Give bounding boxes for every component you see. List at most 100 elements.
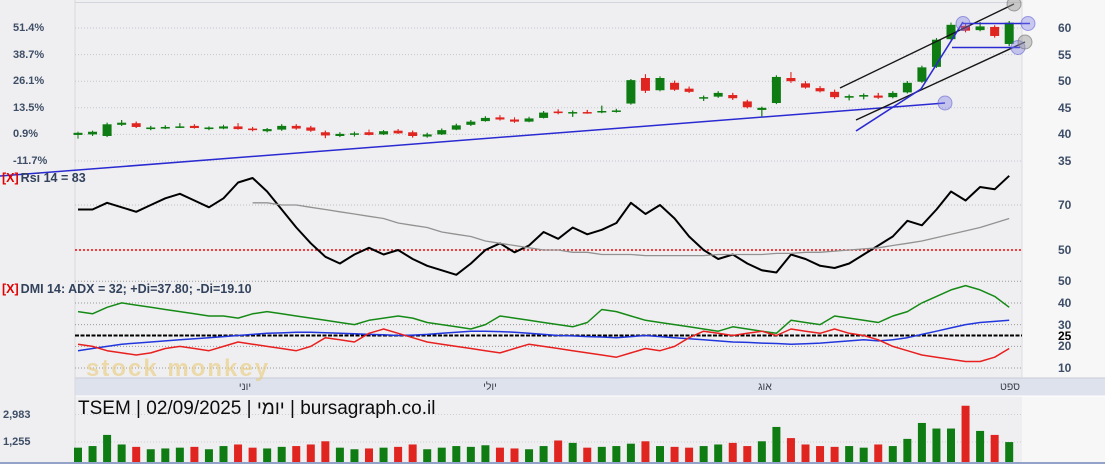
volume-bar — [670, 446, 679, 462]
volume-bar — [263, 448, 272, 462]
volume-bar — [830, 446, 839, 462]
axis-tick-label: 50 — [1058, 274, 1072, 289]
drawing-handle-gray[interactable] — [1006, 0, 1022, 12]
watermark: stock monkey — [86, 355, 271, 382]
drawing-handle-blue[interactable] — [1020, 16, 1036, 31]
axis-tick-label: 20 — [1058, 339, 1072, 354]
axis-tick-label: 50 — [1058, 243, 1072, 257]
axis-tick-label: 51.4% — [13, 22, 45, 34]
volume-bar — [554, 440, 563, 462]
volume-bar — [597, 446, 606, 462]
volume-bars — [74, 405, 1014, 462]
axis-tick-label: 40 — [1058, 295, 1072, 310]
channel-upper-drawing[interactable] — [839, 3, 1015, 89]
volume-bar — [161, 448, 170, 462]
volume-bar — [816, 446, 825, 462]
axis-tick-label: 25 — [1058, 328, 1072, 343]
rsi_ma-line — [252, 202, 1010, 257]
volume-bar — [990, 434, 999, 462]
volume-bar — [365, 448, 373, 462]
volume-bar — [234, 444, 243, 462]
dmi--Di-line — [77, 328, 1010, 363]
month-strip — [75, 378, 1105, 396]
rsi-label-text: Rsi 14 = 83 — [20, 171, 86, 185]
volume-bar — [495, 447, 504, 462]
volume-bar — [583, 447, 592, 462]
axis-tick-label: 10 — [1058, 361, 1072, 376]
bottom-border — [0, 462, 1105, 464]
volume-bar — [394, 446, 403, 462]
volume-bar — [292, 446, 301, 462]
drawing-handle-blue[interactable] — [955, 16, 971, 31]
volume-bar — [277, 446, 286, 462]
volume-bar — [539, 446, 548, 462]
volume-bar — [379, 447, 388, 462]
dmi-close-button[interactable]: [X] — [2, 282, 19, 296]
month-label: יוני — [238, 381, 252, 393]
volume-bar — [685, 447, 694, 462]
rsi-close-button[interactable]: [X] — [2, 171, 19, 185]
volume-bar — [175, 447, 184, 462]
volume-bar — [481, 445, 490, 462]
axis-tick-label: 40 — [1058, 127, 1072, 142]
volume-bar — [117, 444, 126, 462]
rsi-line — [78, 175, 1010, 276]
drawing-handle-gray[interactable] — [1017, 34, 1033, 50]
month-label: אוג — [758, 381, 772, 393]
axis-tick-label: 50 — [1058, 74, 1072, 89]
volume-bar — [612, 446, 621, 462]
month-label: יולי — [483, 381, 497, 393]
volume-bar — [452, 446, 461, 462]
volume-bar — [961, 405, 970, 462]
volume-bar — [204, 449, 213, 462]
volume-bar — [801, 444, 810, 462]
volume-bar — [423, 449, 432, 462]
month-label: ספט — [999, 381, 1021, 393]
volume-bar — [350, 449, 359, 462]
volume-bar — [248, 447, 257, 462]
volume-bar — [88, 446, 97, 462]
axis-tick-label: 1,255 — [3, 436, 31, 448]
axis-tick-label: 0.9% — [13, 128, 39, 141]
trendline-drawing[interactable] — [0, 102, 946, 177]
dmi-ADX-line — [77, 319, 1010, 352]
volume-bar — [743, 446, 752, 462]
volume-bar — [321, 441, 330, 462]
volume-bar — [335, 447, 344, 462]
axis-tick-label: 26.1% — [13, 75, 45, 88]
volume-bar — [903, 438, 912, 462]
volume-bar — [219, 446, 228, 462]
axis-tick-label: 30 — [1058, 317, 1072, 332]
axis-tick-label: -11.7% — [13, 155, 48, 167]
volume-bar — [932, 428, 941, 462]
axis-tick-label: 13.5% — [13, 101, 45, 114]
volume-bar — [714, 444, 723, 462]
volume-bar — [888, 446, 897, 462]
volume-bar — [917, 422, 926, 462]
volume-bar — [859, 447, 868, 462]
axis-tick-label: 2,983 — [3, 408, 31, 421]
axis-tick-label: 35 — [1058, 154, 1072, 168]
volume-bar — [103, 434, 112, 462]
chart-title: TSEM | 02/09/2025 | יומי | bursagraph.co… — [78, 398, 436, 419]
dmi-indicator-label: [X] DMI 14: ADX = 32; +Di=37.80; -Di=19.1… — [2, 282, 252, 296]
zigzag-drawing — [855, 21, 964, 132]
volume-bar — [874, 444, 883, 462]
dmi-+Di-line — [77, 284, 1010, 335]
channel-lower-drawing[interactable] — [855, 41, 1026, 121]
volume-bar — [466, 446, 475, 462]
volume-bar — [976, 430, 985, 462]
drawing-handle-blue[interactable] — [937, 95, 953, 111]
right-axis-strip-top — [1022, 0, 1105, 378]
volume-bar — [437, 447, 446, 462]
rsi-indicator-label: [X] Rsi 14 = 83 — [2, 171, 86, 185]
volume-bar — [306, 444, 315, 462]
volume-bar — [1005, 442, 1014, 462]
dmi-label-text: DMI 14: ADX = 32; +Di=37.80; -Di=19.10 — [20, 282, 252, 296]
volume-bar — [146, 449, 155, 462]
volume-bar — [728, 442, 737, 462]
axis-tick-label: 45 — [1058, 100, 1072, 115]
right-axis-strip-bottom — [1022, 396, 1105, 462]
